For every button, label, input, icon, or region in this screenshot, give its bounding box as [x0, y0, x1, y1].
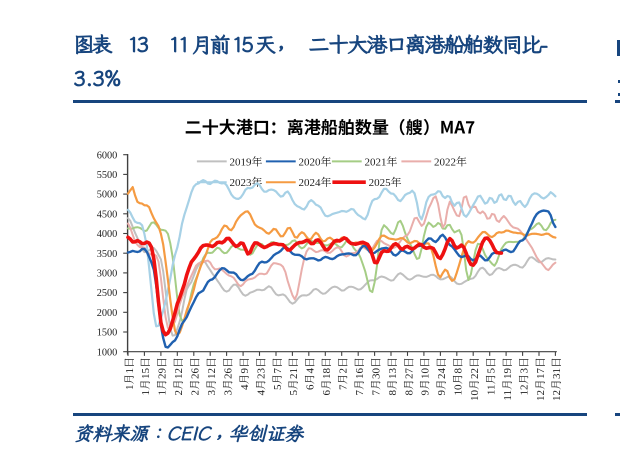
svg-text:6月4日: 6月4日	[305, 357, 317, 390]
svg-text:12月3日: 12月3日	[518, 357, 530, 396]
svg-text:4月23日: 4月23日	[255, 357, 267, 396]
svg-text:10月8日: 10月8日	[453, 357, 465, 396]
svg-text:1月15日: 1月15日	[140, 357, 152, 396]
svg-text:9月10日: 9月10日	[420, 357, 432, 396]
svg-text:4000: 4000	[97, 229, 118, 240]
svg-text:2月26日: 2月26日	[190, 357, 202, 396]
svg-text:3月26日: 3月26日	[222, 357, 234, 396]
svg-text:7月16日: 7月16日	[354, 357, 366, 396]
svg-text:12月31日: 12月31日	[551, 357, 563, 401]
svg-text:2022年: 2022年	[434, 155, 467, 168]
svg-text:2024年: 2024年	[299, 176, 332, 189]
svg-text:3000: 3000	[97, 269, 118, 280]
svg-text:8月27日: 8月27日	[403, 357, 415, 396]
svg-text:3500: 3500	[97, 249, 118, 260]
svg-text:2019年: 2019年	[230, 155, 263, 168]
svg-text:二十大港口：离港船舶数量（艘）MA7: 二十大港口：离港船舶数量（艘）MA7	[185, 114, 475, 139]
svg-text:3月12日: 3月12日	[206, 357, 218, 396]
svg-text:10月22日: 10月22日	[469, 357, 481, 401]
svg-text:1月29日: 1月29日	[157, 357, 169, 396]
svg-text:6000: 6000	[97, 150, 118, 161]
svg-text:2500: 2500	[97, 288, 118, 299]
svg-text:1500: 1500	[97, 328, 118, 339]
svg-text:1000: 1000	[97, 347, 118, 358]
svg-text:5000: 5000	[97, 190, 118, 201]
svg-text:9月24日: 9月24日	[436, 357, 448, 396]
svg-text:4月9日: 4月9日	[239, 357, 251, 390]
svg-text:11月19日: 11月19日	[502, 357, 514, 401]
svg-text:5月21日: 5月21日	[288, 357, 300, 396]
svg-text:11月5日: 11月5日	[486, 357, 498, 395]
svg-text:5500: 5500	[97, 170, 118, 181]
svg-text:2000: 2000	[97, 308, 118, 319]
svg-text:1月1日: 1月1日	[124, 357, 136, 390]
svg-text:7月30日: 7月30日	[370, 357, 382, 396]
svg-text:2025年: 2025年	[369, 176, 402, 189]
svg-text:2021年: 2021年	[365, 155, 398, 168]
svg-text:8月13日: 8月13日	[387, 357, 399, 396]
svg-text:2月12日: 2月12日	[173, 357, 185, 396]
svg-text:2020年: 2020年	[299, 155, 332, 168]
svg-text:6月18日: 6月18日	[321, 357, 333, 396]
svg-text:7月2日: 7月2日	[338, 357, 350, 390]
svg-text:12月17日: 12月17日	[535, 357, 547, 401]
svg-text:5月7日: 5月7日	[272, 357, 284, 390]
svg-text:4500: 4500	[97, 209, 118, 220]
